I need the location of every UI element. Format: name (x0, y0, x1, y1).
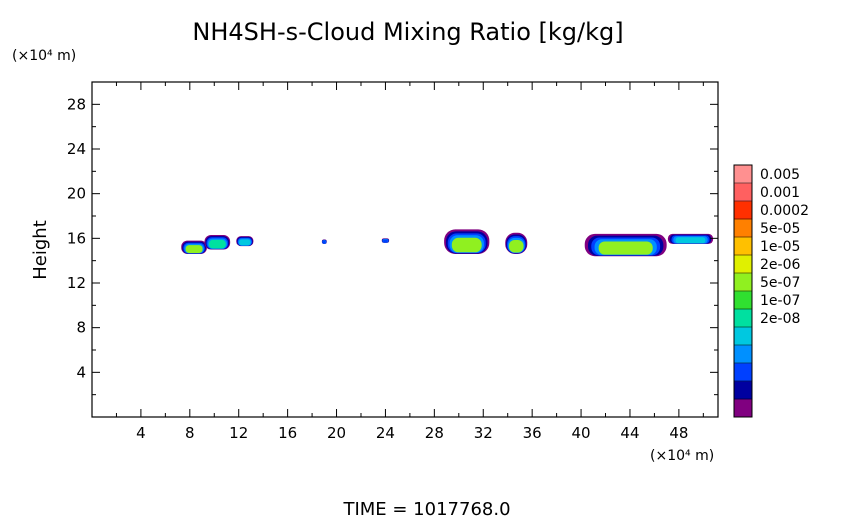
cloud-blob (444, 229, 490, 254)
cloud-blob (667, 233, 714, 244)
colorbar-label: 0.005 (760, 167, 800, 183)
y-tick-label: 24 (67, 140, 86, 158)
x-tick-label: 4 (136, 424, 146, 442)
colorbar-label: 0.0002 (760, 203, 809, 219)
colorbar-swatch (734, 327, 752, 346)
colorbar-label: 1e-05 (760, 239, 800, 255)
x-tick-label: 8 (185, 424, 195, 442)
colorbar-swatch (734, 165, 752, 184)
x-tick-label: 36 (523, 424, 542, 442)
colorbar-label: 5e-07 (760, 275, 800, 291)
cloud-blob-layer (208, 239, 226, 249)
y-tick-label: 20 (67, 185, 86, 203)
y-tick-label: 12 (67, 274, 86, 292)
x-tick-label: 32 (474, 424, 493, 442)
cloud-blob (505, 232, 528, 254)
chart-title: NH4SH-s-Cloud Mixing Ratio [kg/kg] (192, 18, 623, 46)
y-tick-label: 28 (67, 95, 86, 113)
cloud-blob-layer (185, 245, 203, 254)
colorbar-swatch (734, 399, 752, 418)
y-axis-label: Height (30, 220, 51, 280)
x-tick-label: 48 (669, 424, 688, 442)
cloud-blob-layer (239, 239, 251, 246)
cloud-blob (321, 239, 327, 244)
time-label: TIME = 1017768.0 (342, 499, 510, 519)
colorbar-label: 1e-07 (760, 293, 800, 309)
cloud-blob (381, 238, 390, 243)
x-tick-label: 12 (229, 424, 248, 442)
colorbar-label: 0.001 (760, 185, 800, 201)
x-tick-label: 24 (376, 424, 395, 442)
cloud-blob-layer (675, 237, 706, 244)
x-tick-label: 16 (278, 424, 297, 442)
cloud-blob (236, 236, 254, 247)
x-unit-label: (×10⁴ m) (650, 448, 714, 464)
colorbar-label: 2e-06 (760, 257, 800, 273)
colorbar-swatch (734, 291, 752, 310)
colorbar-swatch (734, 237, 752, 256)
cloud-blob-layer (508, 239, 524, 253)
x-tick-label: 40 (572, 424, 591, 442)
x-tick-label: 20 (327, 424, 346, 442)
colorbar-swatch (734, 219, 752, 238)
colorbar-swatch (734, 273, 752, 292)
colorbar-swatch (734, 255, 752, 274)
colorbar-swatch (734, 363, 752, 382)
cloud-blob-layer (451, 237, 482, 253)
y-tick-label: 8 (76, 319, 86, 337)
y-tick-label: 4 (76, 363, 86, 381)
colorbar-swatch (734, 183, 752, 202)
colorbar-label: 5e-05 (760, 221, 800, 237)
cloud-blob (181, 240, 207, 254)
cloud-blob-layer (322, 240, 326, 244)
x-tick-label: 28 (425, 424, 444, 442)
colorbar-swatch (734, 345, 752, 364)
plot-frame (91, 81, 719, 418)
cloud-blob-layer (598, 241, 653, 255)
colorbar-swatch (734, 201, 752, 220)
x-tick-label: 44 (620, 424, 639, 442)
cloud-blob (204, 234, 231, 250)
cloud-blob-layer (383, 239, 388, 243)
cloud-blob (584, 233, 667, 257)
colorbar-swatch (734, 381, 752, 400)
colorbar-label: 2e-08 (760, 311, 800, 327)
colorbar-swatch (734, 309, 752, 328)
y-unit-label: (×10⁴ m) (12, 48, 76, 64)
y-tick-label: 16 (67, 229, 86, 247)
